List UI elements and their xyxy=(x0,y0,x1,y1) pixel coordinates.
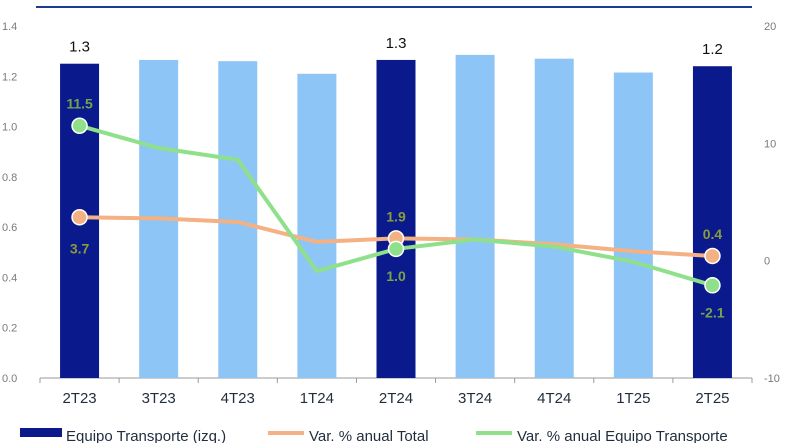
y-right-tick-label: 10 xyxy=(764,138,776,150)
legend-label-total: Var. % anual Total xyxy=(309,428,429,443)
y-left-tick-label: 0.6 xyxy=(2,222,17,234)
total-data-label: 3.7 xyxy=(70,240,90,256)
bar xyxy=(297,73,337,379)
bar xyxy=(534,58,574,378)
data-labels: 1.3 1.3 1.2 3.7 1.9 0.4 11.5 1.0 -2.1 xyxy=(66,35,724,320)
bar xyxy=(692,66,732,378)
y-left-tick-label: 0.0 xyxy=(2,373,17,385)
legend: Equipo Transporte (izq.) Var. % anual To… xyxy=(20,428,728,443)
y-left-tick-label: 1.2 xyxy=(2,71,17,83)
y-right-tick-label: 20 xyxy=(764,21,776,33)
bars xyxy=(60,54,732,379)
x-tick-label: 2T24 xyxy=(379,390,413,407)
marker-equipo xyxy=(387,240,405,258)
x-tick-label: 2T23 xyxy=(62,390,96,407)
legend-label-equipo: Var. % anual Equipo Transporte xyxy=(517,428,728,443)
bar-data-label: 1.3 xyxy=(69,39,90,56)
total-data-label: 1.9 xyxy=(386,208,406,224)
y-left-tick-label: 0.4 xyxy=(2,272,17,284)
bar xyxy=(376,59,416,378)
legend-label-bars: Equipo Transporte (izq.) xyxy=(66,428,226,443)
bar xyxy=(455,54,495,379)
bar-data-label: 1.3 xyxy=(386,35,407,52)
x-tick-label: 2T25 xyxy=(695,390,729,407)
y-left-tick-label: 1.4 xyxy=(2,21,17,33)
marker-total xyxy=(704,247,721,265)
y-left-tick-label: 1.0 xyxy=(2,122,17,134)
x-tick-label: 4T24 xyxy=(537,390,571,407)
equipo-data-label: 11.5 xyxy=(66,96,93,112)
bar-data-label: 1.2 xyxy=(702,41,723,58)
legend-swatch-bars xyxy=(20,428,62,437)
y-right-tick-label: -10 xyxy=(764,373,780,385)
axes: 0.0 0.2 0.4 0.6 0.8 1.0 1.2 1.4 -10 0 10 20 2T23 3T23… xyxy=(2,21,780,407)
marker-equipo xyxy=(71,117,88,134)
total-data-label: 0.4 xyxy=(703,226,723,242)
x-tick-label: 1T25 xyxy=(616,390,650,407)
x-tick-label: 4T23 xyxy=(221,390,255,407)
x-tick-label: 1T24 xyxy=(300,390,334,407)
equipo-data-label: 1.0 xyxy=(386,268,406,284)
marker-equipo xyxy=(704,277,721,294)
y-right-tick-label: 0 xyxy=(764,256,770,268)
y-left-tick-label: 0.8 xyxy=(2,172,17,184)
lines xyxy=(71,117,721,294)
x-tick-label: 3T24 xyxy=(458,390,492,407)
x-tick-label: 3T23 xyxy=(142,390,176,407)
bar xyxy=(613,72,653,378)
marker-total xyxy=(71,209,88,226)
equipo-data-label: -2.1 xyxy=(700,304,724,320)
y-left-tick-label: 0.2 xyxy=(2,323,17,335)
